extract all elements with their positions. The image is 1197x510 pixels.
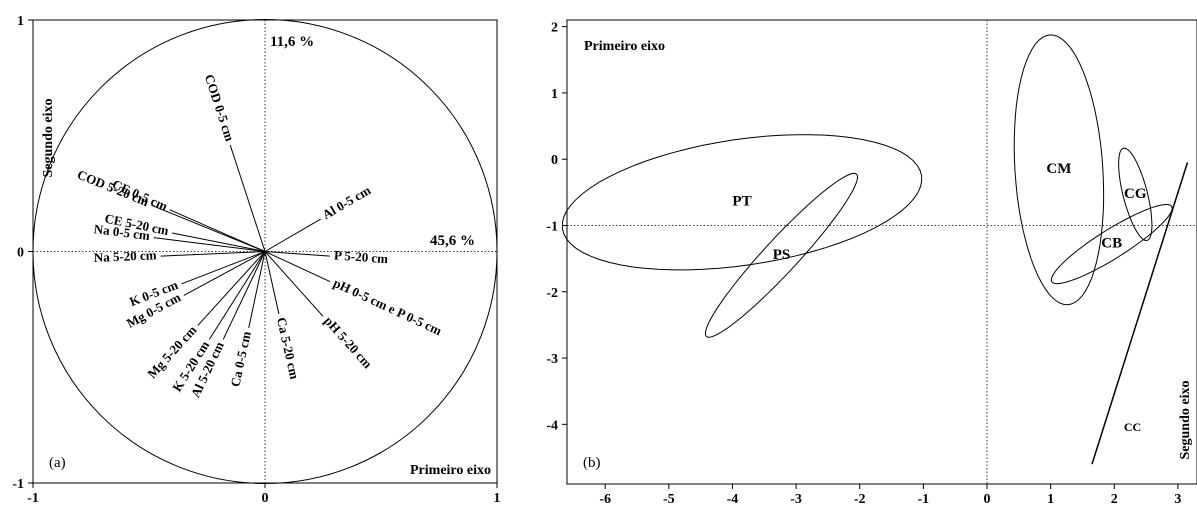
x-tick-label: 0 [262,491,269,506]
x-tick-label: -5 [663,492,675,507]
loading-vector [248,251,266,328]
loading-label: pH 0-5 cm e P 0-5 cm [331,275,444,338]
group-ellipse [1013,34,1105,306]
loading-label: COD 0-5 cm [202,72,238,143]
y-tick-label: 1 [551,87,558,102]
loading-vector [264,251,324,317]
group-label: CB [1101,235,1122,251]
x-tick-label: 1 [494,491,501,506]
x-tick-label: -4 [727,492,739,507]
loading-vector [264,218,321,252]
loading-vector [264,251,280,315]
loading-label: Al 0-5 cm [320,182,374,222]
y-tick-label: -1 [12,477,24,492]
loading-vector [183,251,266,296]
group-line [1091,162,1189,465]
panel-a-ticks: -1 0 1 -1 0 1 [12,14,500,506]
panel-b-label: (b) [583,455,601,471]
loading-label: Na 5-20 cm [93,247,157,265]
loading-vector [153,237,266,252]
y-tick-label: -3 [546,352,558,367]
score-plot-panel: -6 -5 -4 -3 -2 -1 0 1 2 3 2 1 0 -1 -2 -3 -4 PT PS CM CG CB CC… [546,19,1197,507]
axis-label-second: Segundo eixo [41,99,56,178]
loading-label: Na 0-5 cm [93,221,151,243]
x-tick-label: 2 [1111,492,1118,507]
variance-second-axis: 11,6 % [270,34,314,50]
axis-label-first: Primeiro eixo [410,463,491,478]
loading-label: Ca 0-5 cm [227,330,253,388]
loading-vector [169,209,266,252]
variance-first-axis: 45,6 % [430,233,475,249]
panel-b-ticks: -6 -5 -4 -3 -2 -1 0 1 2 3 2 1 0 -1 -2 -3 -4 [546,21,1181,507]
x-tick-label: -1 [27,491,39,506]
group-label: CM [1046,161,1071,177]
loading-vector [222,251,266,340]
loading-vector [229,144,266,252]
x-tick-label: -2 [854,492,866,507]
loading-vector [264,251,330,257]
y-tick-label: -4 [546,418,558,433]
group-line-label: CC [1124,420,1141,434]
group-label: PT [732,194,751,210]
x-tick-label: -1 [918,492,930,507]
loading-label: pH 5-20 cm [321,313,375,371]
axis-label-first-b: Primeiro eixo [584,39,665,54]
group-ellipse [561,134,923,271]
y-tick-label: 0 [551,153,558,168]
loading-vector [264,251,331,283]
y-tick-label: 0 [17,246,24,261]
loading-vector [172,232,266,252]
panel-a-label: (a) [49,455,66,471]
group-ellipse [1118,147,1153,242]
group-label: CG [1124,186,1147,202]
x-tick-label: 1 [1047,492,1054,507]
loading-vector [181,251,266,285]
loading-vector [208,251,266,340]
group-ellipse [1050,204,1173,285]
y-tick-label: 1 [17,14,24,29]
x-tick-label: -6 [599,492,611,507]
y-tick-label: -2 [546,286,558,301]
group-label: PS [773,247,791,263]
x-tick-label: -3 [790,492,802,507]
panel-b-frame [566,19,1197,485]
x-tick-label: 0 [984,492,991,507]
loading-label: Ca 5-20 cm [274,316,302,381]
loading-vector [197,251,266,326]
x-tick-label: 3 [1174,492,1181,507]
y-tick-label: -1 [546,219,558,234]
axis-label-second-b: Segundo eixo [1178,381,1193,460]
group-ellipses: PT PS CM CG CB CC [561,34,1189,465]
y-tick-label: 2 [551,21,558,36]
loading-vector [151,204,266,252]
loading-label: P 5-20 cm [334,247,389,266]
loading-vector [160,251,266,257]
group-ellipse [704,172,859,338]
